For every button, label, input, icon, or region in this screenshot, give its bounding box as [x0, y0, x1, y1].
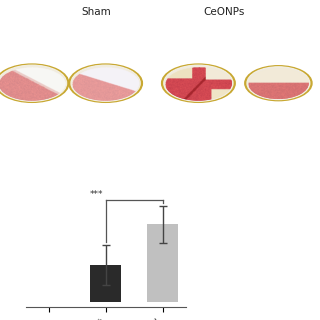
Circle shape	[248, 68, 309, 99]
Circle shape	[0, 65, 67, 101]
Circle shape	[0, 66, 66, 101]
Circle shape	[248, 68, 309, 99]
Circle shape	[165, 66, 232, 101]
Circle shape	[165, 66, 232, 101]
Text: Sham: Sham	[81, 7, 111, 17]
Circle shape	[245, 66, 312, 101]
Circle shape	[0, 64, 69, 102]
Bar	[90, 265, 121, 302]
Circle shape	[71, 65, 140, 101]
Circle shape	[0, 66, 66, 101]
Circle shape	[72, 66, 139, 101]
Circle shape	[69, 64, 142, 102]
Text: ***: ***	[89, 189, 103, 199]
Circle shape	[247, 67, 310, 100]
Circle shape	[72, 66, 139, 101]
Circle shape	[162, 64, 235, 102]
Text: CeONPs: CeONPs	[203, 7, 245, 17]
Circle shape	[164, 65, 233, 101]
Circle shape	[0, 66, 66, 101]
Circle shape	[248, 68, 309, 99]
Circle shape	[165, 66, 232, 101]
Circle shape	[72, 66, 139, 101]
Bar	[147, 224, 178, 302]
